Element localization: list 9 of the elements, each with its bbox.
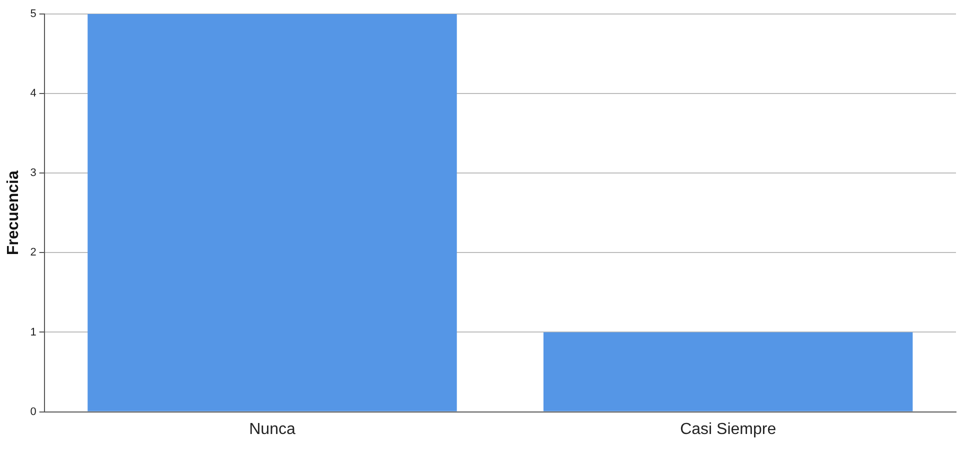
y-axis-title: Frecuencia — [5, 170, 22, 256]
y-tick-label: 5 — [30, 8, 36, 20]
y-tick-label: 0 — [30, 406, 36, 418]
x-tick-label: Casi Siempre — [680, 420, 776, 438]
y-tick-label: 4 — [30, 88, 36, 100]
y-tick-label: 1 — [30, 326, 36, 338]
y-tick-label: 2 — [30, 246, 36, 259]
y-tick-label: 3 — [30, 167, 36, 180]
x-tick-label: Nunca — [249, 420, 296, 438]
